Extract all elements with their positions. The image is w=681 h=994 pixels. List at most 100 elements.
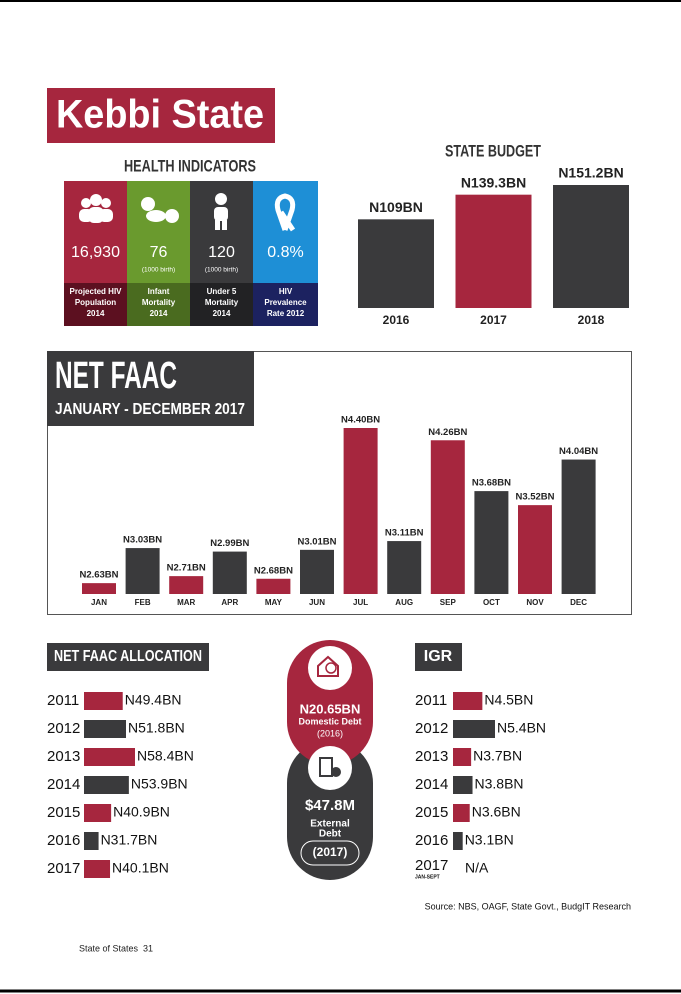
bar bbox=[453, 748, 472, 766]
coin-icon bbox=[331, 767, 341, 777]
external-debt-pill bbox=[287, 740, 373, 880]
indicator-label: Infant bbox=[148, 287, 170, 296]
footer-publication: State of States bbox=[79, 943, 139, 953]
bar bbox=[300, 549, 334, 594]
indicator-value: 16,930 bbox=[71, 244, 120, 261]
indicator-label: Mortality bbox=[142, 298, 176, 307]
value-label: N3.68BN bbox=[472, 478, 511, 489]
category-label: 2012 bbox=[415, 720, 448, 737]
value-label: N4.40BN bbox=[341, 415, 380, 426]
indicator-label: 2014 bbox=[150, 309, 168, 318]
value-label: N3.03BN bbox=[123, 535, 162, 546]
bar bbox=[84, 860, 111, 878]
faac-header bbox=[47, 351, 254, 426]
bar bbox=[474, 491, 509, 594]
value-label: N3.01BN bbox=[297, 536, 336, 547]
health-title: HEALTH INDICATORS bbox=[124, 156, 256, 175]
category-label: NOV bbox=[526, 598, 544, 607]
naira-icon bbox=[325, 662, 337, 674]
value-label: N40.1BN bbox=[112, 860, 169, 876]
tile-footer bbox=[190, 283, 253, 326]
domestic-debt-value: N20.65BN bbox=[300, 701, 361, 716]
value-label: N3.52BN bbox=[515, 492, 554, 503]
category-label: JUN bbox=[309, 598, 325, 607]
category-label: DEC bbox=[570, 598, 587, 607]
value-label: N3.11BN bbox=[385, 528, 424, 539]
value-label: N31.7BN bbox=[101, 832, 158, 848]
baby-icon bbox=[141, 197, 179, 223]
value-label: N58.4BN bbox=[137, 748, 194, 764]
tile bbox=[127, 181, 190, 283]
category-label: AUG bbox=[395, 598, 413, 607]
value-label: N5.4BN bbox=[497, 720, 546, 736]
chart-title: NET FAAC bbox=[55, 355, 177, 397]
category-label: 2013 bbox=[47, 748, 80, 765]
faac-frame bbox=[47, 351, 632, 615]
value-label: N3.1BN bbox=[465, 832, 514, 848]
category-label: 2014 bbox=[415, 776, 448, 793]
igr-header bbox=[415, 643, 462, 671]
value-label: N2.99BN bbox=[210, 538, 249, 549]
value-label: N4.04BN bbox=[559, 446, 598, 457]
chart-title: NET FAAC ALLOCATION bbox=[54, 648, 202, 665]
bar bbox=[84, 692, 123, 710]
category-label: 2015 bbox=[47, 804, 80, 821]
value-label: N3.8BN bbox=[475, 776, 524, 792]
domestic-debt-label: Domestic Debt bbox=[298, 716, 361, 726]
bar bbox=[453, 804, 470, 822]
bar bbox=[84, 748, 135, 766]
value-label: N2.68BN bbox=[254, 565, 293, 576]
category-label: 2014 bbox=[47, 776, 80, 793]
category-label: MAR bbox=[177, 598, 195, 607]
value-label: N40.9BN bbox=[113, 804, 170, 820]
value-label: N4.26BN bbox=[428, 427, 467, 438]
category-label: 2012 bbox=[47, 720, 80, 737]
indicator-label: Rate 2012 bbox=[267, 309, 305, 318]
footer-page: 31 bbox=[143, 943, 153, 953]
value-label: N109BN bbox=[369, 199, 423, 215]
bank-icon bbox=[319, 757, 333, 777]
ribbon-icon bbox=[274, 193, 296, 232]
indicator-label: 2014 bbox=[213, 309, 231, 318]
people-icon bbox=[79, 194, 113, 223]
bar bbox=[82, 583, 116, 594]
bar bbox=[561, 459, 596, 594]
page-title: Kebbi State bbox=[56, 93, 264, 137]
value-label: N4.5BN bbox=[484, 692, 533, 708]
house-icon-bg bbox=[308, 646, 352, 690]
bank-icon-bg bbox=[308, 746, 352, 790]
chart-title: IGR bbox=[424, 648, 453, 665]
bar bbox=[125, 548, 160, 594]
value-label: N49.4BN bbox=[125, 692, 182, 708]
bar bbox=[453, 832, 463, 850]
house-icon bbox=[317, 655, 339, 677]
bar bbox=[430, 440, 465, 594]
external-debt-value: $47.8M bbox=[305, 797, 355, 814]
bar bbox=[84, 832, 99, 850]
chart-title: STATE BUDGET bbox=[445, 141, 541, 160]
category-label: JAN bbox=[91, 598, 107, 607]
category-label: 2011 bbox=[47, 692, 79, 709]
category-label: APR bbox=[221, 598, 238, 607]
category-label: 2017 bbox=[47, 860, 80, 877]
tile-footer bbox=[64, 283, 127, 326]
bar bbox=[84, 720, 126, 738]
indicator-label: Projected HIV bbox=[69, 287, 122, 296]
external-debt-label: External bbox=[310, 819, 350, 830]
category-label: OCT bbox=[483, 598, 500, 607]
bar bbox=[387, 541, 422, 594]
bar bbox=[358, 219, 434, 308]
indicator-label: Mortality bbox=[205, 298, 239, 307]
indicator-value: 76 bbox=[150, 244, 168, 261]
indicator-value: 120 bbox=[208, 244, 235, 261]
indicator-label: Population bbox=[75, 298, 116, 307]
external-debt-year: (2017) bbox=[313, 845, 348, 859]
bar bbox=[453, 776, 473, 794]
bar bbox=[455, 194, 532, 308]
indicator-label: HIV bbox=[279, 287, 293, 296]
category-label: MAY bbox=[265, 598, 283, 607]
indicator-label: Prevalence bbox=[264, 298, 307, 307]
child-icon bbox=[214, 193, 228, 230]
bar bbox=[84, 776, 129, 794]
